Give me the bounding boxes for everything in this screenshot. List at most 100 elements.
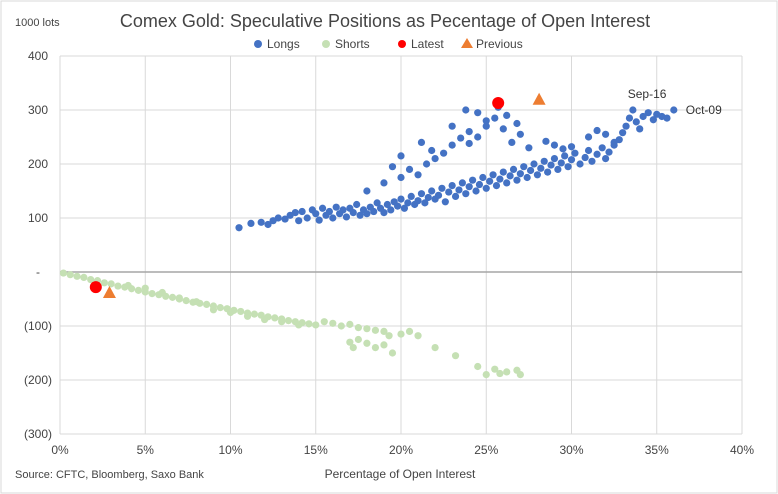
longs-point: [602, 130, 610, 138]
shorts-point: [337, 322, 345, 330]
longs-point: [610, 138, 618, 146]
y-tick-label: 400: [28, 49, 48, 63]
shorts-point: [182, 297, 190, 305]
longs-point: [440, 149, 448, 157]
longs-point: [540, 157, 548, 165]
longs-point: [303, 214, 311, 222]
longs-point: [526, 166, 535, 175]
shorts-point: [371, 326, 380, 334]
longs-point: [593, 150, 601, 158]
longs-point: [445, 188, 453, 196]
shorts-point: [397, 330, 405, 338]
shorts-point: [278, 318, 286, 326]
longs-point: [400, 204, 409, 212]
longs-point: [474, 133, 482, 141]
labels-layer: 0% 5% 10% 15% 20% 25% 30% 35% 40% 400 300 200 100 - (1…: [24, 49, 754, 457]
longs-point: [663, 114, 671, 122]
longs-point: [644, 109, 652, 117]
y-tick-label: -: [36, 265, 40, 279]
shorts-point: [363, 325, 371, 333]
longs-point: [342, 213, 351, 221]
longs-point: [448, 182, 456, 190]
longs-point: [516, 130, 524, 138]
longs-point: [564, 163, 572, 171]
shorts-point: [329, 319, 337, 327]
shorts-point: [114, 282, 122, 290]
shorts-point: [405, 327, 414, 335]
longs-point: [513, 119, 521, 128]
longs-point: [508, 138, 516, 146]
shorts-point: [66, 271, 74, 279]
longs-point: [542, 137, 550, 145]
longs-point: [619, 129, 627, 137]
longs-point: [318, 204, 327, 212]
longs-point: [513, 176, 521, 184]
longs-point: [584, 133, 593, 141]
longs-point: [417, 190, 426, 198]
longs-point: [448, 141, 456, 149]
longs-point: [629, 106, 637, 114]
x-tick-label: 0%: [51, 443, 69, 457]
longs-point: [457, 134, 465, 142]
shorts-point: [73, 272, 81, 280]
longs-point: [455, 186, 463, 194]
shorts-point: [320, 318, 328, 326]
longs-point: [571, 149, 579, 157]
longs-point: [438, 184, 446, 192]
shorts-point: [226, 308, 235, 317]
legend-label-latest: Latest: [411, 37, 444, 51]
longs-point: [499, 168, 507, 176]
longs-point: [363, 187, 371, 195]
shorts-point: [243, 312, 252, 320]
longs-point: [421, 199, 429, 207]
longs-point: [257, 218, 265, 226]
y-unit-label: 1000 lots: [15, 17, 60, 29]
longs-point: [235, 224, 243, 232]
longs-point: [397, 173, 405, 182]
legend-label-longs: Longs: [267, 37, 300, 51]
shorts-point: [451, 352, 460, 360]
longs-point: [356, 211, 364, 219]
longs-point: [639, 112, 647, 121]
longs-point: [291, 209, 299, 217]
longs-point: [380, 179, 388, 187]
longs-point: [649, 116, 657, 124]
longs-point: [559, 145, 567, 153]
longs-point: [441, 198, 449, 206]
longs-point: [622, 122, 630, 130]
shorts-point: [148, 290, 156, 298]
x-tick-label: 15%: [304, 443, 328, 457]
longs-point: [422, 160, 431, 168]
shorts-point: [354, 324, 362, 332]
longs-point: [298, 207, 306, 216]
longs-point: [516, 170, 524, 178]
x-tick-label: 20%: [389, 443, 413, 457]
shorts-point: [346, 338, 354, 346]
longs-point: [407, 192, 415, 200]
shorts-point: [271, 314, 279, 322]
longs-point: [509, 165, 518, 173]
annotation-label: Sep-16: [628, 87, 667, 101]
x-axis-label: Percentage of Open Interest: [325, 467, 476, 481]
longs-point: [414, 171, 422, 179]
shorts-point: [431, 344, 439, 352]
longs-point: [588, 157, 596, 165]
legend-marker-latest: [398, 40, 406, 48]
legend-label-previous: Previous: [476, 37, 523, 51]
shorts-point: [141, 284, 149, 292]
previous-point: [102, 286, 116, 299]
longs-point: [363, 210, 371, 218]
longs-point: [380, 209, 388, 217]
shorts-point: [107, 280, 115, 288]
latest-point: [89, 281, 102, 294]
shorts-point: [168, 293, 177, 301]
longs-point: [561, 152, 569, 160]
longs-point: [593, 126, 601, 135]
shorts-point: [261, 315, 269, 324]
y-tick-label: 100: [28, 211, 48, 225]
longs-point: [525, 144, 533, 152]
shorts-point: [305, 320, 313, 328]
longs-point: [349, 209, 357, 217]
longs-point: [492, 182, 501, 190]
